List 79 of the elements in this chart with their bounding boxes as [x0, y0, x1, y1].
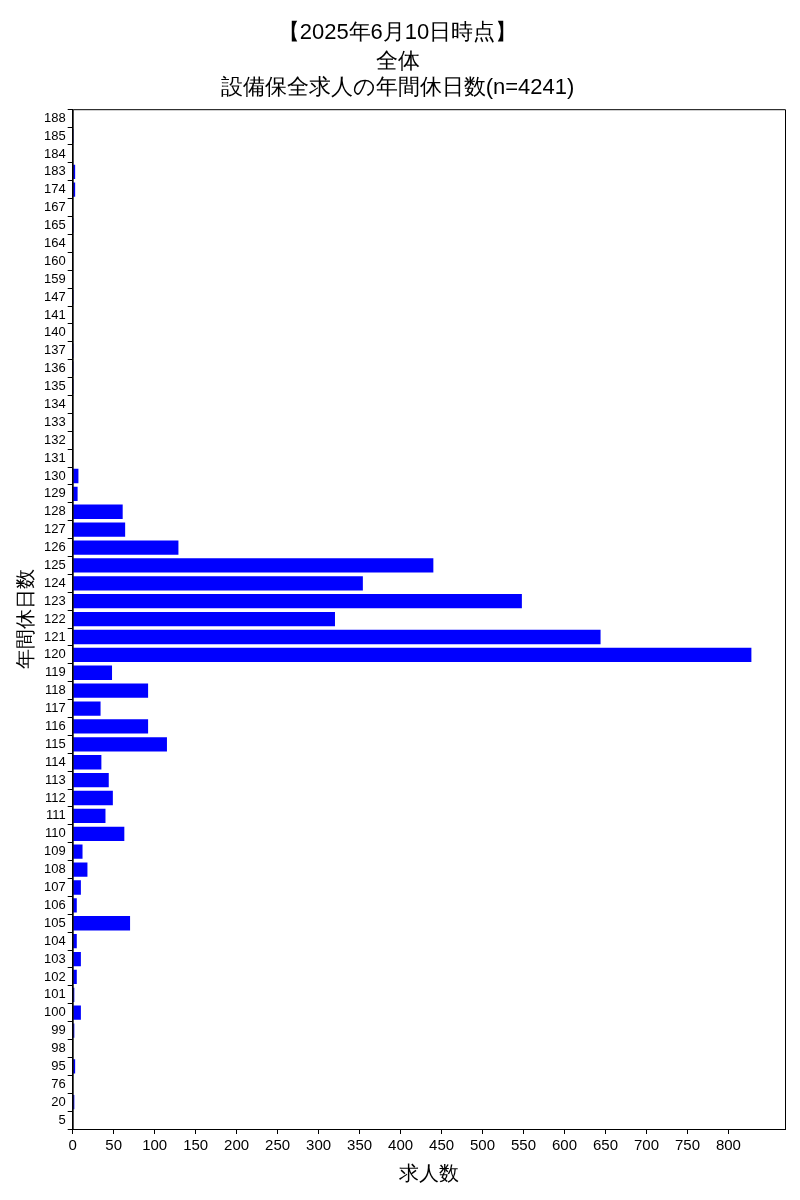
y-tick-label: 165	[43, 217, 66, 233]
y-tick-label: 140	[43, 324, 66, 340]
y-tick-label: 126	[43, 539, 66, 555]
x-tick-label: 750	[674, 1136, 700, 1154]
y-tick-label: 118	[44, 682, 66, 698]
x-tick-label: 0	[68, 1136, 77, 1154]
x-tick-label: 500	[470, 1136, 496, 1154]
x-tick-label: 400	[388, 1136, 414, 1154]
y-tick-label: 159	[43, 270, 66, 286]
y-tick-label: 134	[43, 395, 66, 411]
y-tick-label: 107	[43, 879, 66, 895]
y-tick-label: 137	[43, 342, 66, 358]
y-tick-label: 135	[43, 378, 66, 394]
y-tick-label: 105	[43, 914, 66, 930]
y-tick-label: 174	[43, 181, 66, 197]
y-tick-label: 106	[43, 896, 66, 912]
x-tick-label: 700	[633, 1136, 659, 1154]
x-tick-label: 600	[551, 1136, 578, 1154]
x-tick-label: 800	[715, 1136, 741, 1154]
y-axis-title: 年間休日数	[13, 569, 36, 670]
x-tick-label: 100	[142, 1136, 168, 1154]
y-tick-label: 122	[43, 610, 66, 626]
y-tick-label: 117	[44, 700, 66, 716]
x-tick-label: 200	[224, 1136, 250, 1154]
y-tick-label: 113	[44, 771, 66, 787]
y-tick-label: 121	[43, 628, 66, 644]
x-tick-label: 350	[347, 1136, 373, 1154]
x-tick-label: 250	[265, 1136, 291, 1154]
y-tick-label: 102	[43, 968, 66, 984]
y-tick-label: 141	[43, 306, 66, 322]
x-tick-label: 650	[592, 1136, 618, 1154]
y-tick-label: 111	[45, 807, 66, 823]
y-tick-label: 116	[44, 718, 66, 734]
y-tick-label: 119	[44, 664, 66, 680]
x-tick-label: 300	[306, 1136, 332, 1154]
y-tick-label: 100	[43, 1004, 66, 1020]
y-tick-label: 184	[43, 145, 66, 161]
y-tick-label: 109	[43, 843, 66, 859]
y-tick-label: 127	[43, 521, 66, 537]
chart-subtitle: 全体	[375, 47, 420, 73]
y-tick-label: 108	[43, 861, 66, 877]
y-tick-label: 128	[43, 503, 66, 519]
y-tick-label: 188	[43, 109, 66, 125]
y-tick-label: 160	[43, 252, 66, 268]
y-tick-label: 132	[43, 431, 66, 447]
y-tick-label: 99	[51, 1022, 66, 1038]
y-tick-label: 76	[51, 1075, 66, 1091]
y-tick-label: 112	[44, 789, 66, 805]
y-tick-label: 164	[43, 234, 66, 250]
y-tick-label: 95	[51, 1057, 66, 1073]
y-tick-label: 130	[43, 467, 66, 483]
y-tick-label: 183	[43, 163, 66, 179]
x-tick-label: 550	[511, 1136, 537, 1154]
y-tick-label: 136	[43, 360, 66, 376]
x-tick-label: 450	[429, 1136, 455, 1154]
y-tick-label: 167	[43, 199, 66, 215]
text: 設備保全求人の年間休日数(n=4241)	[220, 74, 575, 100]
y-tick-label: 185	[43, 127, 66, 143]
y-tick-label: 129	[43, 485, 66, 501]
y-tick-label: 20	[51, 1093, 66, 1109]
y-tick-label: 5	[58, 1111, 66, 1127]
y-tick-label: 103	[43, 950, 66, 966]
x-axis-title: 求人数	[398, 1161, 459, 1184]
y-tick-label: 98	[51, 1040, 66, 1056]
y-tick-label: 114	[44, 753, 66, 769]
y-tick-label: 147	[43, 288, 66, 304]
y-tick-label: 133	[43, 413, 66, 429]
y-tick-label: 125	[43, 557, 66, 572]
x-tick-label: 50	[105, 1136, 123, 1154]
y-tick-label: 123	[43, 592, 66, 608]
y-tick-label: 101	[43, 986, 66, 1002]
y-tick-label: 115	[44, 735, 66, 751]
y-tick-label: 104	[43, 932, 66, 948]
chart-title: 【2025年6月10日時点】	[277, 19, 518, 45]
y-tick-label: 120	[43, 646, 66, 662]
y-tick-label: 124	[43, 574, 66, 590]
x-tick-label: 150	[183, 1136, 209, 1154]
y-tick-label: 110	[44, 825, 66, 841]
y-tick-label: 131	[43, 449, 66, 465]
